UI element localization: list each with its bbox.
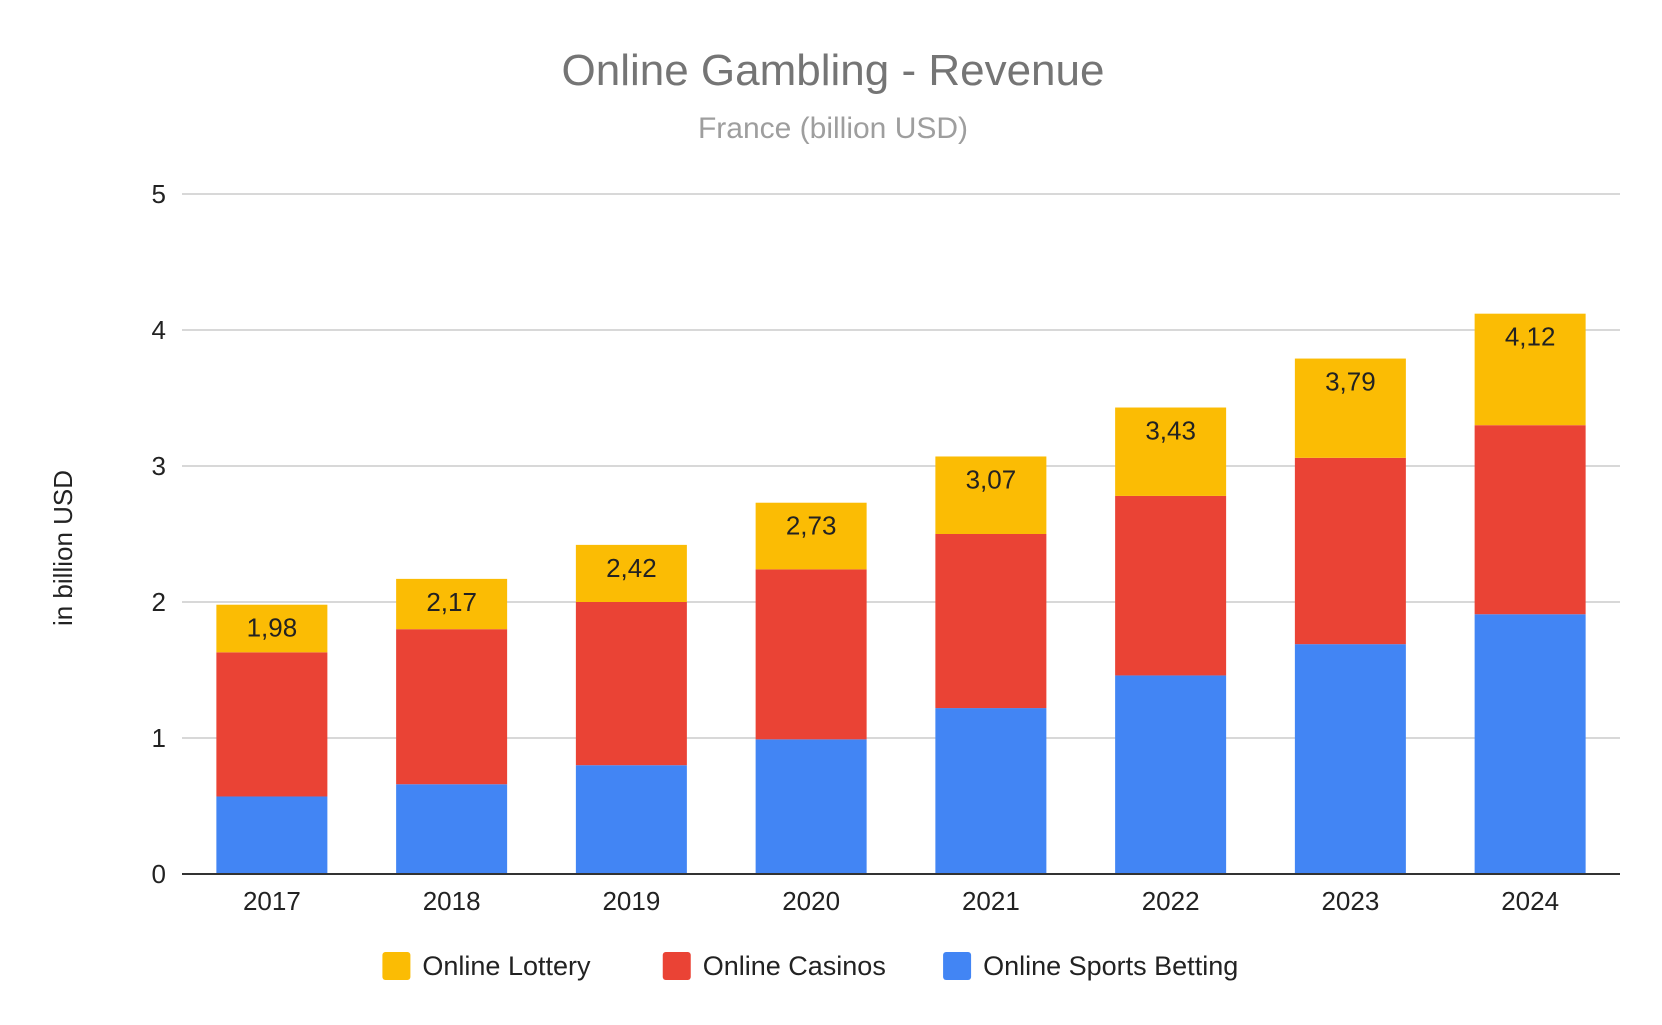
bar-online-sports-betting <box>396 784 508 874</box>
bar-online-casinos <box>1294 457 1406 645</box>
total-data-label: 1,98 <box>247 613 298 643</box>
bar-online-lottery <box>575 544 687 602</box>
bar-online-sports-betting <box>1115 675 1227 874</box>
chart-title: Online Gambling - Revenue <box>562 46 1105 95</box>
y-axis-label: in billion USD <box>48 470 78 626</box>
bar-online-casinos <box>1115 495 1227 676</box>
total-data-label: 2,17 <box>426 587 477 617</box>
legend-label-online-lottery: Online Lottery <box>422 951 591 981</box>
legend-swatch-online-lottery <box>382 952 411 980</box>
total-data-label: 2,73 <box>786 511 837 541</box>
legend-label-online-casinos: Online Casinos <box>703 951 886 981</box>
total-data-label: 3,79 <box>1325 367 1376 397</box>
bar-online-casinos <box>396 629 508 785</box>
bar-online-sports-betting <box>935 708 1047 874</box>
bar-online-lottery <box>396 578 508 630</box>
x-tick-label: 2022 <box>1142 886 1200 916</box>
legend: Online Lottery Online Casinos Online Sport… <box>382 951 1238 981</box>
x-tick-label: 2020 <box>782 886 840 916</box>
axes: 0 1 2 3 4 5 2017 2018 2019 2020 2021 2022 2023 2024 <box>152 179 1620 916</box>
bar-online-sports-betting <box>1294 644 1406 874</box>
x-tick-label: 2023 <box>1321 886 1379 916</box>
y-tick-label: 5 <box>152 179 166 209</box>
x-tick-label: 2019 <box>602 886 660 916</box>
bar-online-casinos <box>575 602 687 766</box>
bar-online-casinos <box>755 569 867 740</box>
bar-online-lottery <box>216 604 328 653</box>
bar-online-lottery <box>1474 313 1586 426</box>
bar-online-casinos <box>1474 425 1586 615</box>
total-data-label: 3,07 <box>966 464 1017 494</box>
x-tick-label: 2017 <box>243 886 301 916</box>
total-data-label: 4,12 <box>1505 322 1556 352</box>
bar-online-sports-betting <box>216 796 328 874</box>
bar-online-sports-betting <box>1474 614 1586 874</box>
bars <box>216 313 1586 874</box>
bar-online-lottery <box>1294 358 1406 458</box>
y-tick-label: 2 <box>152 587 166 617</box>
bar-online-lottery <box>755 502 867 570</box>
y-tick-label: 1 <box>152 723 166 753</box>
bar-online-casinos <box>935 534 1047 709</box>
bar-online-sports-betting <box>755 739 867 874</box>
legend-swatch-online-sports-betting <box>943 952 972 980</box>
legend-swatch-online-casinos <box>662 952 691 980</box>
bar-online-sports-betting <box>575 765 687 874</box>
y-tick-label: 3 <box>152 451 166 481</box>
x-tick-label: 2021 <box>962 886 1020 916</box>
bar-online-casinos <box>216 652 328 797</box>
bar-online-lottery <box>935 456 1047 534</box>
x-tick-label: 2024 <box>1501 886 1559 916</box>
y-tick-label: 0 <box>152 859 166 889</box>
total-data-label: 3,43 <box>1145 416 1196 446</box>
y-tick-label: 4 <box>152 315 166 345</box>
total-data-label: 2,42 <box>606 553 657 583</box>
chart-subtitle: France (billion USD) <box>698 112 968 145</box>
legend-label-online-sports-betting: Online Sports Betting <box>983 951 1238 981</box>
data-labels: 1,98 2,17 2,42 2,73 3,07 3,43 3,79 4,12 <box>247 322 1556 643</box>
x-tick-label: 2018 <box>423 886 481 916</box>
bar-online-lottery <box>1115 407 1227 496</box>
